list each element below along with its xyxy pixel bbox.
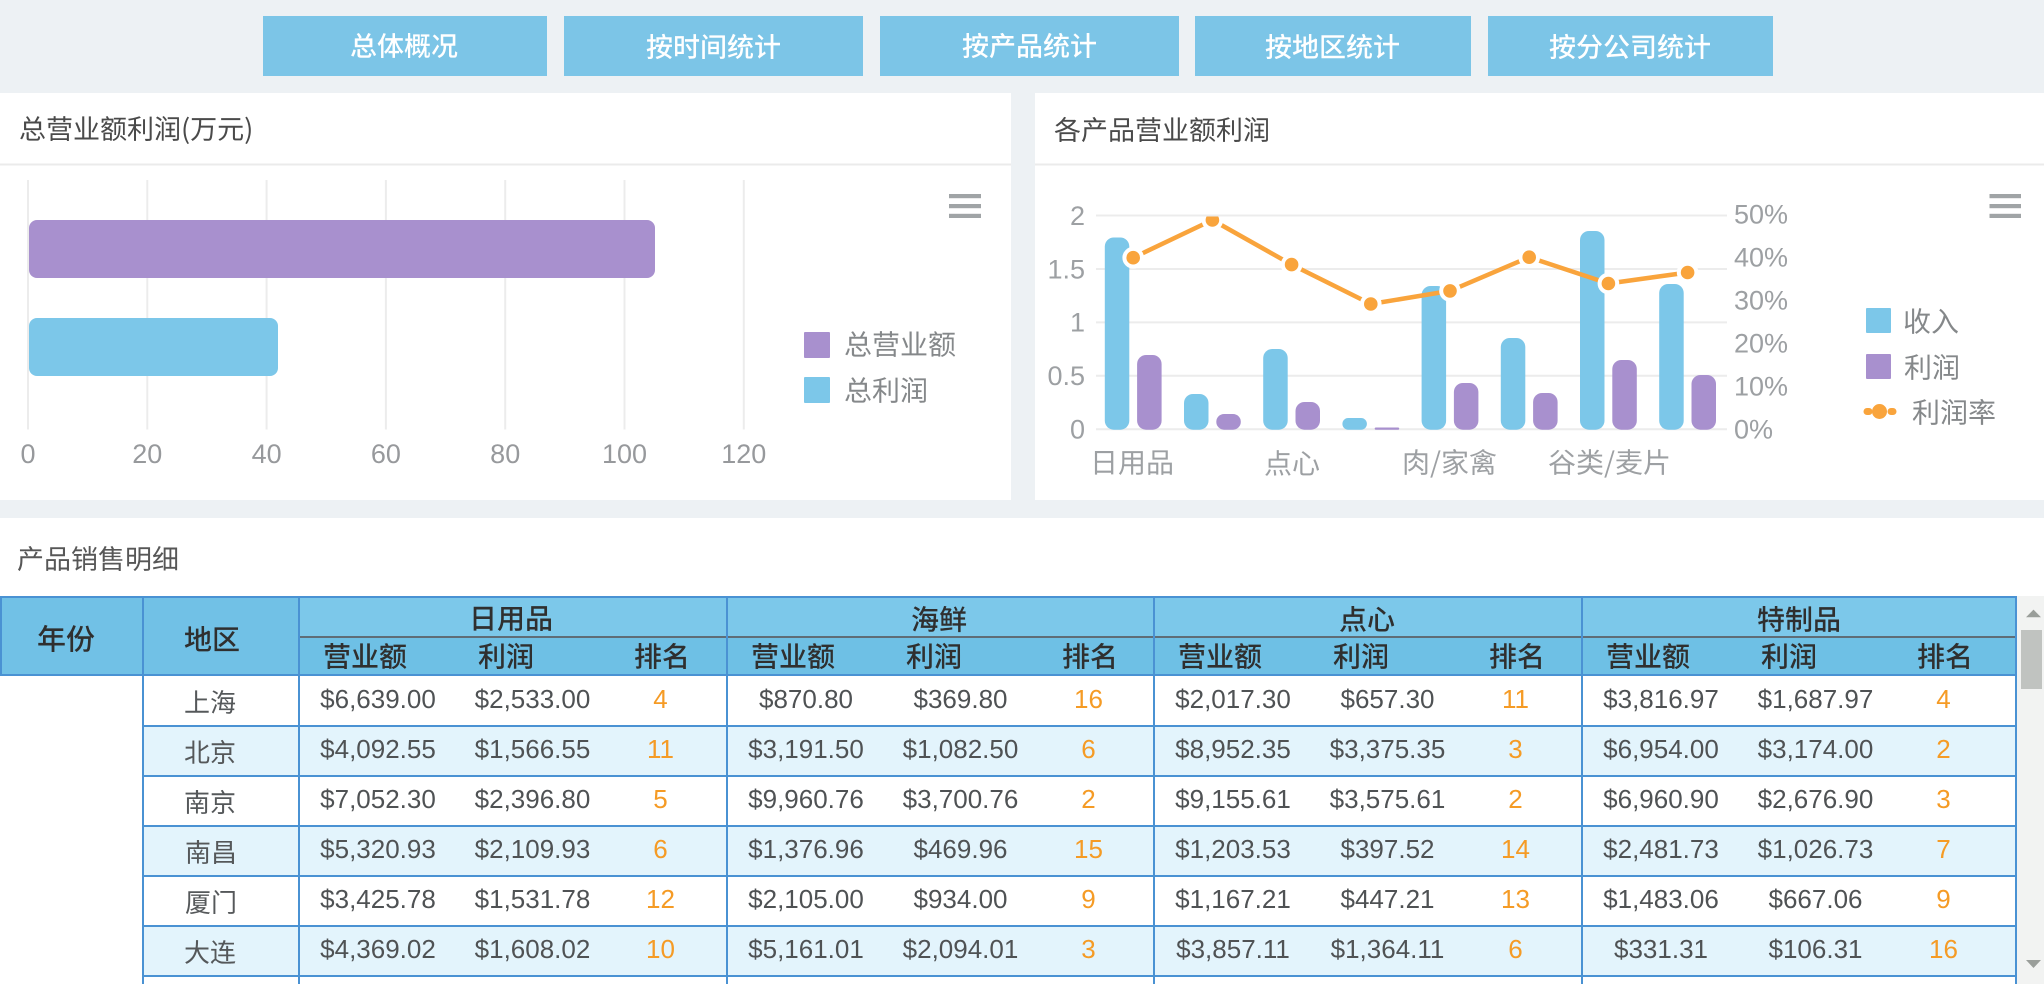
svg-text:80: 80 xyxy=(490,439,520,469)
svg-text:30%: 30% xyxy=(1734,285,1788,315)
svg-text:0: 0 xyxy=(1070,415,1085,445)
svg-text:0.5: 0.5 xyxy=(1047,361,1085,391)
svg-text:100: 100 xyxy=(602,439,647,469)
svg-text:0%: 0% xyxy=(1734,415,1773,445)
svg-text:20: 20 xyxy=(132,439,162,469)
svg-text:50%: 50% xyxy=(1734,199,1788,229)
svg-text:1.5: 1.5 xyxy=(1047,254,1085,284)
svg-text:60: 60 xyxy=(371,439,401,469)
svg-text:120: 120 xyxy=(721,439,766,469)
svg-text:40: 40 xyxy=(252,439,282,469)
svg-text:20%: 20% xyxy=(1734,328,1788,358)
svg-text:2: 2 xyxy=(1070,201,1085,231)
svg-text:1: 1 xyxy=(1070,308,1085,338)
svg-text:10%: 10% xyxy=(1734,372,1788,402)
svg-text:40%: 40% xyxy=(1734,242,1788,272)
svg-text:0: 0 xyxy=(20,439,35,469)
